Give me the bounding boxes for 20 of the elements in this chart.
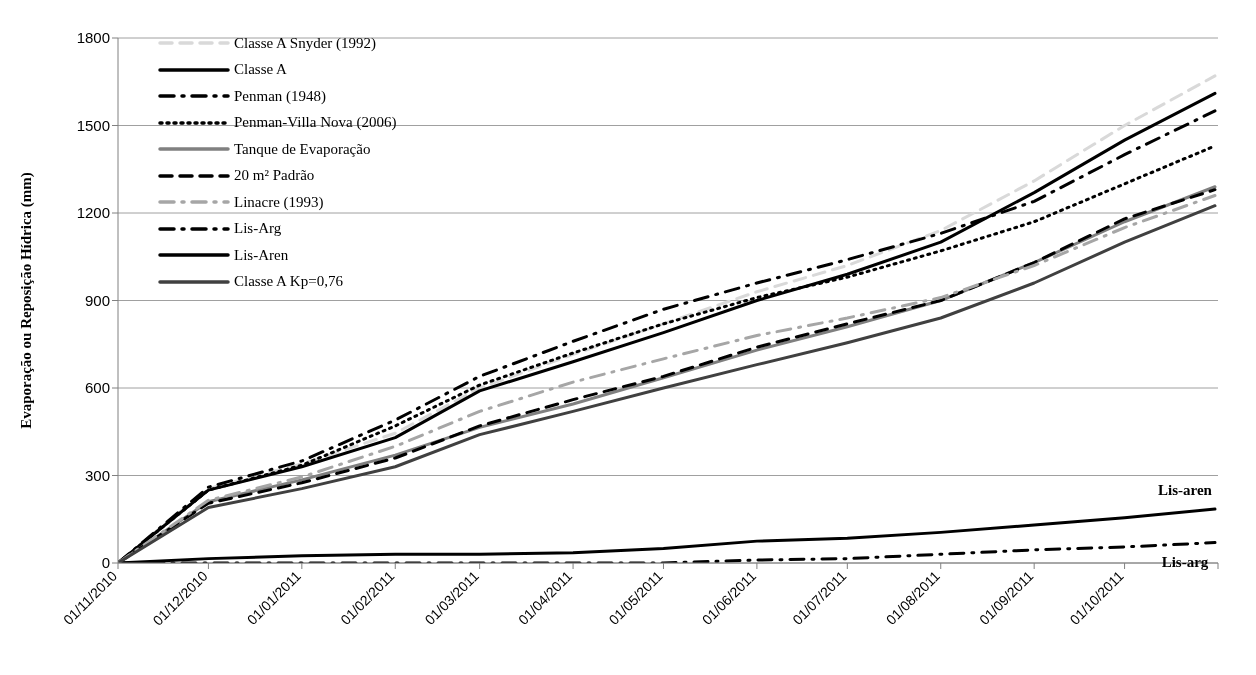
y-tick-label: 300: [84, 466, 110, 484]
legend-label: 20 m² Padrão: [234, 167, 315, 185]
legend-label: Classe A: [234, 61, 287, 79]
legend-label: Lis-Arg: [234, 220, 282, 238]
annotation: Lis-arg: [1161, 554, 1209, 571]
y-tick-label: 1500: [76, 116, 110, 134]
y-tick-label: 1800: [76, 29, 110, 47]
legend-label: Penman (1948): [234, 87, 327, 105]
legend-label: Classe A Kp=0,76: [234, 273, 343, 291]
legend-label: Classe A Snyder (1992): [234, 34, 377, 52]
legend-label: Penman-Villa Nova (2006): [234, 114, 397, 132]
legend-label: Linacre (1993): [234, 193, 324, 211]
legend-label: Lis-Aren: [234, 246, 289, 264]
y-tick-label: 900: [84, 291, 110, 309]
legend-label: Tanque de Evaporação: [234, 140, 371, 158]
annotation: Lis-aren: [1158, 482, 1213, 499]
y-tick-label: 0: [101, 554, 110, 572]
y-axis-title: Evaporação ou Reposição Hídrica (mm): [18, 172, 36, 429]
y-tick-label: 600: [84, 379, 110, 397]
y-tick-label: 1200: [76, 204, 110, 222]
